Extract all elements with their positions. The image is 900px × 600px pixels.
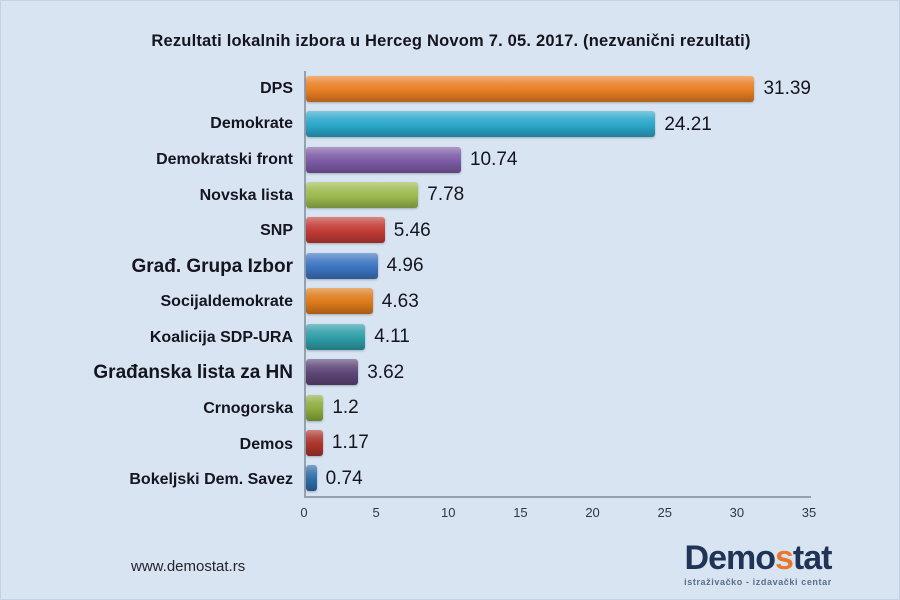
bar [306,323,366,350]
x-axis-tick: 0 [300,505,308,520]
bar-row: 4.96 [306,248,811,283]
x-axis-tick: 5 [372,505,380,520]
x-axis-tick: 10 [441,505,456,520]
demostat-logo: Demostat istraživačko - izdavački centar [674,541,842,587]
x-axis-tick: 35 [801,505,817,520]
bar-value: 4.96 [386,255,424,277]
bar [306,252,378,279]
x-axis-ticks: 0 5 10 15 20 25 30 35 [300,505,816,523]
bar [306,217,385,244]
category-label: Građanska lista za HN [93,362,293,384]
category-label: Demokrate [210,115,293,133]
bar-row: 1.2 [306,390,811,425]
bar-row: 4.63 [306,284,811,319]
bar [306,75,755,102]
bar-value: 4.11 [374,326,410,348]
bar-row: 31.39 [306,71,811,106]
logo-part2: tat [792,539,833,577]
website-text: www.demostat.rs [131,558,246,575]
category-label: Bokeljski Dem. Savez [129,471,293,489]
bar-row: 4.11 [306,319,811,354]
bar [306,146,461,173]
logo-tagline: istraživačko - izdavački centar [684,577,832,587]
category-label: Koalicija SDP-URA [149,328,293,346]
category-label: DPS [260,79,293,97]
bar-value: 0.74 [325,467,363,489]
x-axis-tick: 20 [585,505,600,520]
bar-value: 31.39 [763,78,811,100]
bar [306,111,656,138]
category-label: Crnogorska [203,399,293,417]
bar-row: 7.78 [306,177,811,212]
bar [306,181,419,208]
bar-value: 24.21 [664,113,712,135]
bar-row: 1.17 [306,425,811,460]
bar [306,394,324,421]
category-labels: DPS Demokrate Demokratski front Novska list… [1,71,293,498]
category-label: Socijaldemokrate [160,293,294,311]
bar-row: 3.62 [306,354,811,389]
logo-accent-letter: s [774,539,794,577]
bar-value: 10.74 [469,149,518,171]
category-label: Građ. Grupa Izbor [131,255,293,277]
bar-row: 5.46 [306,213,811,248]
x-axis-tick: 30 [729,505,745,520]
bar-value: 5.46 [393,219,431,241]
logo-wordmark: Demostat [674,541,842,575]
bar-row: 10.74 [306,142,811,177]
bar-row: 0.74 [306,461,811,496]
bar-value: 3.62 [367,361,405,383]
category-label: Novska lista [199,186,293,204]
bar-value: 4.63 [381,290,419,312]
bar [306,429,323,456]
category-label: Demokratski front [156,150,293,168]
bar-value: 1.17 [331,432,369,454]
x-axis-tick: 25 [657,505,672,520]
chart-title: Rezultati lokalnih izbora u Herceg Novom… [151,32,751,50]
bar [306,288,373,315]
bar-value: 7.78 [427,184,465,206]
category-label: Demos [239,435,293,453]
x-axis-tick: 15 [513,505,528,520]
bar-value: 1.2 [332,397,359,418]
bar [306,465,317,492]
plot-area: 31.39 24.21 10.74 7.78 5.46 4.96 4.63 4.11 3.62 1… [304,71,811,498]
bar-row: 24.21 [306,106,811,141]
category-label: SNP [260,222,293,240]
logo-part1: Demo [684,539,776,577]
bar [306,359,359,386]
